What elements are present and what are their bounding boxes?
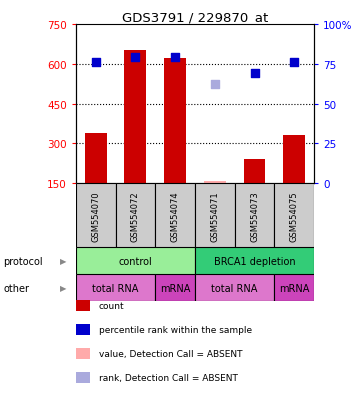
Text: GSM554072: GSM554072 — [131, 190, 140, 241]
Text: mRNA: mRNA — [160, 283, 190, 293]
Text: BRCA1 depletion: BRCA1 depletion — [214, 256, 295, 266]
Text: ▶: ▶ — [60, 284, 66, 292]
Point — [291, 59, 297, 66]
Bar — [195, 184, 235, 248]
Text: GSM554070: GSM554070 — [91, 190, 100, 241]
Text: GSM554075: GSM554075 — [290, 190, 299, 241]
Bar — [164, 59, 186, 184]
Bar — [76, 248, 195, 275]
Bar — [155, 275, 195, 301]
Text: percentile rank within the sample: percentile rank within the sample — [99, 325, 252, 334]
Text: total RNA: total RNA — [212, 283, 258, 293]
Bar — [195, 248, 314, 275]
Text: mRNA: mRNA — [279, 283, 309, 293]
Text: GSM554074: GSM554074 — [171, 190, 179, 241]
Text: other: other — [4, 283, 30, 293]
Bar — [76, 275, 155, 301]
Bar — [116, 184, 155, 248]
Text: rank, Detection Call = ABSENT: rank, Detection Call = ABSENT — [99, 373, 238, 382]
Bar — [195, 275, 274, 301]
Bar — [155, 184, 195, 248]
Bar — [244, 160, 265, 184]
Text: control: control — [118, 256, 152, 266]
Text: ▶: ▶ — [60, 257, 66, 266]
Bar — [283, 136, 305, 184]
Bar — [274, 184, 314, 248]
Bar — [204, 181, 226, 184]
Title: GDS3791 / 229870_at: GDS3791 / 229870_at — [122, 11, 268, 24]
Text: GSM554073: GSM554073 — [250, 190, 259, 241]
Bar — [76, 184, 116, 248]
Bar — [125, 51, 146, 184]
Bar — [235, 184, 274, 248]
Point — [252, 71, 257, 77]
Bar — [274, 275, 314, 301]
Point — [132, 55, 138, 62]
Text: protocol: protocol — [4, 256, 43, 266]
Text: count: count — [99, 301, 124, 310]
Point — [172, 55, 178, 62]
Text: total RNA: total RNA — [92, 283, 139, 293]
Text: GSM554071: GSM554071 — [210, 190, 219, 241]
Point — [93, 59, 99, 66]
Bar — [85, 133, 106, 184]
Text: value, Detection Call = ABSENT: value, Detection Call = ABSENT — [99, 349, 242, 358]
Point — [212, 82, 218, 88]
